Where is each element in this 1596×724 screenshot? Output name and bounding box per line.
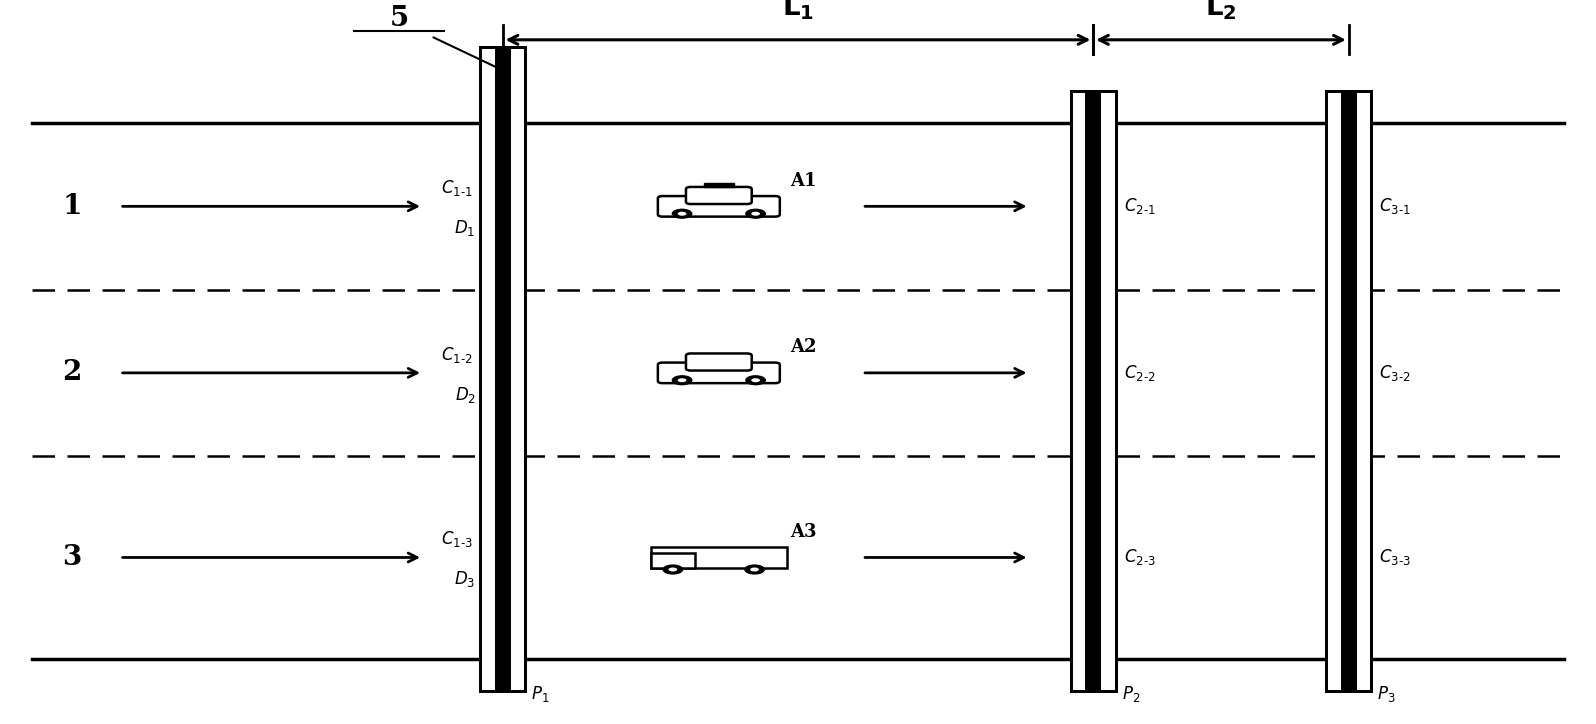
Text: $C_{3\text{-}3}$: $C_{3\text{-}3}$ (1379, 547, 1411, 568)
Circle shape (669, 568, 677, 571)
Circle shape (745, 209, 766, 218)
Bar (1341, 90, 1357, 691)
Text: A3: A3 (790, 523, 817, 541)
Circle shape (678, 211, 686, 216)
Text: $\mathbf{L_1}$: $\mathbf{L_1}$ (782, 0, 814, 22)
Circle shape (745, 376, 766, 384)
Text: A2: A2 (790, 338, 817, 356)
Text: $C_{3\text{-}2}$: $C_{3\text{-}2}$ (1379, 363, 1411, 383)
Text: $C_{2\text{-}3}$: $C_{2\text{-}3}$ (1124, 547, 1156, 568)
FancyBboxPatch shape (686, 353, 752, 371)
Text: 1: 1 (62, 193, 81, 220)
FancyBboxPatch shape (658, 196, 780, 216)
Text: $C_{1\text{-}1}$: $C_{1\text{-}1}$ (440, 178, 472, 198)
Circle shape (678, 378, 686, 382)
Bar (1085, 90, 1101, 691)
FancyBboxPatch shape (686, 187, 752, 204)
Text: $P_3$: $P_3$ (1377, 684, 1396, 704)
Text: $C_{1\text{-}2}$: $C_{1\text{-}2}$ (440, 345, 472, 365)
Circle shape (664, 565, 683, 574)
Bar (480, 47, 525, 691)
Bar (1071, 90, 1116, 691)
Circle shape (745, 565, 764, 574)
Text: $\mathbf{L_2}$: $\mathbf{L_2}$ (1205, 0, 1237, 22)
Circle shape (672, 209, 691, 218)
Bar (495, 47, 511, 691)
Text: $C_{2\text{-}1}$: $C_{2\text{-}1}$ (1124, 196, 1156, 216)
Text: $D_3$: $D_3$ (455, 569, 476, 589)
Text: 2: 2 (62, 359, 81, 387)
Text: $D_2$: $D_2$ (455, 384, 476, 405)
Bar (704, 182, 734, 187)
Circle shape (672, 376, 691, 384)
Circle shape (752, 378, 760, 382)
Text: $C_{2\text{-}2}$: $C_{2\text{-}2}$ (1124, 363, 1156, 383)
Text: A1: A1 (790, 172, 817, 190)
FancyBboxPatch shape (658, 363, 780, 383)
Text: $P_2$: $P_2$ (1122, 684, 1140, 704)
Text: $P_1$: $P_1$ (531, 684, 551, 704)
Circle shape (752, 211, 760, 216)
Text: $D_1$: $D_1$ (455, 218, 476, 238)
Circle shape (750, 568, 760, 571)
Text: $C_{1\text{-}3}$: $C_{1\text{-}3}$ (440, 529, 472, 550)
Bar (1326, 90, 1371, 691)
Text: 5: 5 (389, 4, 409, 32)
FancyBboxPatch shape (651, 552, 694, 568)
Text: 3: 3 (62, 544, 81, 571)
FancyBboxPatch shape (651, 547, 787, 568)
Text: $C_{3\text{-}1}$: $C_{3\text{-}1}$ (1379, 196, 1411, 216)
